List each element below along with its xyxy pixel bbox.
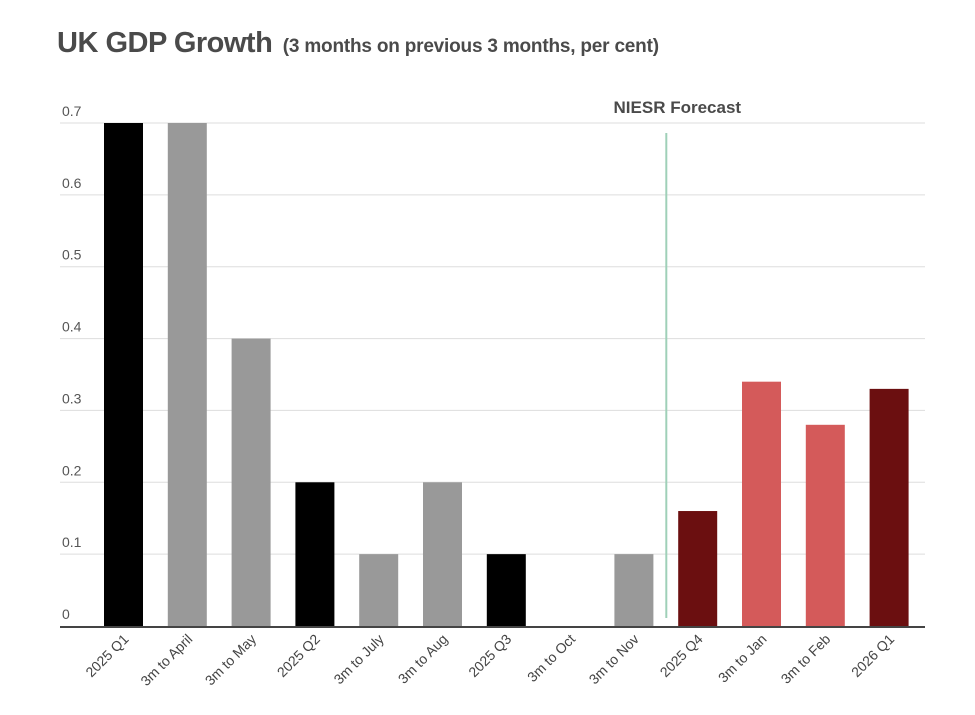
y-tick-label: 0.6: [62, 175, 82, 191]
y-tick-label: 0.4: [62, 319, 82, 335]
bar-2026-q1: [869, 388, 909, 626]
chart-subtitle: (3 months on previous 3 months, per cent…: [282, 36, 659, 57]
bar-3m-to-april: [167, 123, 207, 626]
forecast-divider-group: NIESR Forecast: [614, 98, 742, 618]
bars: [104, 123, 909, 626]
bar-2025-q3: [486, 554, 526, 626]
y-tick-label: 0.7: [62, 103, 82, 119]
x-tick-label: 3m to July: [330, 631, 386, 687]
y-tick-label: 0.1: [62, 534, 82, 550]
bar-2025-q4: [678, 511, 718, 626]
forecast-annotation: NIESR Forecast: [614, 98, 742, 117]
bar-3m-to-feb: [805, 424, 845, 626]
bar-3m-to-jan: [742, 381, 781, 626]
x-tick-label: 3m to Aug: [395, 631, 451, 687]
bar-3m-to-july: [359, 554, 399, 626]
x-tick-label: 2025 Q1: [82, 631, 131, 680]
y-tick-label: 0.2: [62, 462, 82, 478]
bar-3m-to-nov: [614, 554, 654, 626]
x-axis-ticks: 2025 Q1 3m to April 3m to May 2025 Q2 3m to …: [82, 631, 897, 689]
y-tick-label: 0: [62, 606, 70, 622]
x-tick-label: 2025 Q2: [274, 631, 323, 680]
x-tick-label: 2025 Q4: [657, 631, 706, 680]
bar-2025-q1: [104, 123, 143, 626]
x-tick-label: 3m to May: [202, 631, 260, 689]
x-tick-label: 3m to Nov: [586, 631, 642, 687]
bar-3m-to-may: [231, 338, 271, 626]
x-tick-label: 3m to Oct: [524, 631, 578, 685]
bar-3m-to-aug: [423, 482, 462, 626]
x-tick-label: 2026 Q1: [848, 631, 897, 680]
y-tick-label: 0.5: [62, 247, 82, 263]
x-tick-label: 3m to Jan: [715, 631, 770, 686]
x-tick-label: 3m to April: [137, 631, 195, 689]
y-tick-label: 0.3: [62, 390, 82, 406]
bar-2025-q2: [295, 482, 335, 626]
chart-title-row: UK GDP Growth (3 months on previous 3 mo…: [57, 27, 659, 60]
y-axis-ticks: 0 0.1 0.2 0.3 0.4 0.5 0.6 0.7: [62, 103, 82, 622]
chart-title: UK GDP Growth: [57, 27, 273, 59]
x-tick-label: 3m to Feb: [778, 631, 834, 687]
x-tick-label: 2025 Q3: [465, 631, 514, 680]
